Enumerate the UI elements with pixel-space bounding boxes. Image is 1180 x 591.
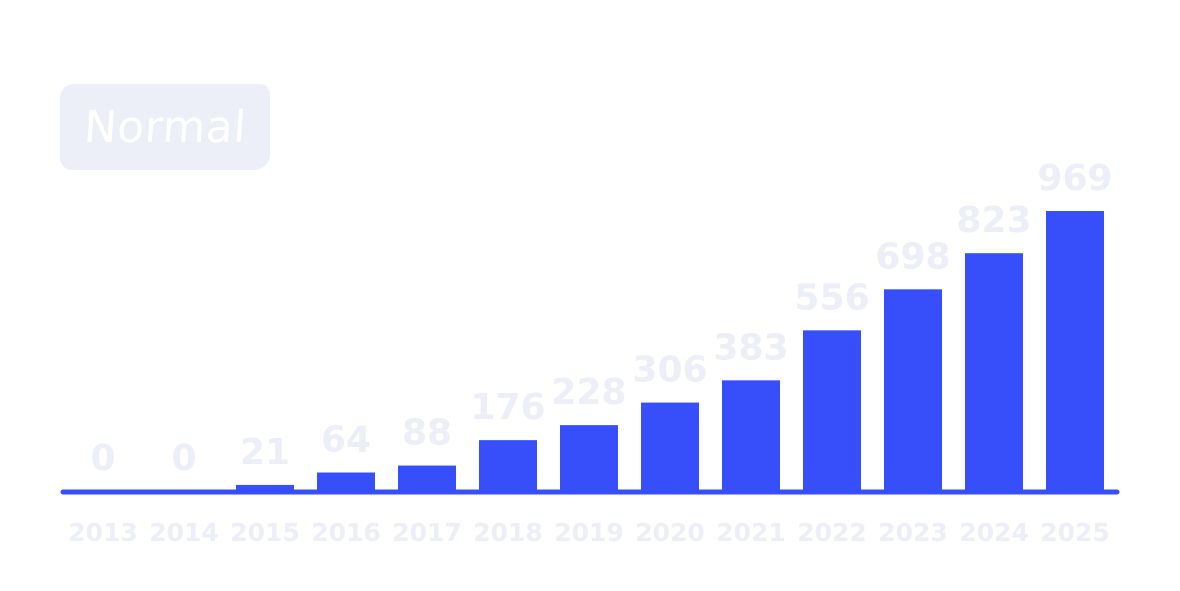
x-tick-label-2014: 2014 <box>149 518 219 547</box>
value-label-2022: 556 <box>794 277 869 318</box>
value-label-2025: 969 <box>1037 158 1112 199</box>
bar-2020 <box>641 402 699 491</box>
bar-2016 <box>317 472 375 491</box>
x-tick-label-2019: 2019 <box>554 518 624 547</box>
value-label-2020: 306 <box>632 350 707 391</box>
x-tick-label-2025: 2025 <box>1040 518 1110 547</box>
bar-2018 <box>479 440 537 491</box>
x-tick-labels-group: 2013 2014 2015 2016 2017 2018 2019 2020 2021 2022… <box>68 518 1110 547</box>
bar-2023 <box>884 289 942 491</box>
value-label-2013: 0 <box>90 438 115 479</box>
value-label-2016: 64 <box>321 420 371 461</box>
bar-2024 <box>965 253 1023 491</box>
value-label-2024: 823 <box>956 200 1031 241</box>
value-label-2019: 228 <box>551 372 626 413</box>
bar-2015 <box>236 484 294 491</box>
x-tick-label-2021: 2021 <box>716 518 786 547</box>
bar-2025 <box>1046 211 1104 491</box>
x-tick-label-2016: 2016 <box>311 518 381 547</box>
x-tick-label-2018: 2018 <box>473 518 543 547</box>
value-label-2023: 698 <box>875 236 950 277</box>
x-tick-label-2024: 2024 <box>959 518 1029 547</box>
x-tick-label-2015: 2015 <box>230 518 300 547</box>
x-tick-label-2013: 2013 <box>68 518 138 547</box>
x-tick-label-2017: 2017 <box>392 518 462 547</box>
value-label-2015: 21 <box>240 432 290 473</box>
value-label-2017: 88 <box>402 413 452 454</box>
normal-badge: Normal <box>60 84 270 170</box>
bar-2021 <box>722 380 780 491</box>
bars-group <box>236 211 1104 491</box>
bar-2017 <box>398 465 456 491</box>
value-label-2018: 176 <box>470 387 545 428</box>
bar-2019 <box>560 425 618 491</box>
value-label-2021: 383 <box>713 327 788 368</box>
x-tick-label-2023: 2023 <box>878 518 948 547</box>
bar-2022 <box>803 330 861 491</box>
x-tick-label-2020: 2020 <box>635 518 705 547</box>
x-tick-label-2022: 2022 <box>797 518 867 547</box>
value-label-2014: 0 <box>171 438 196 479</box>
